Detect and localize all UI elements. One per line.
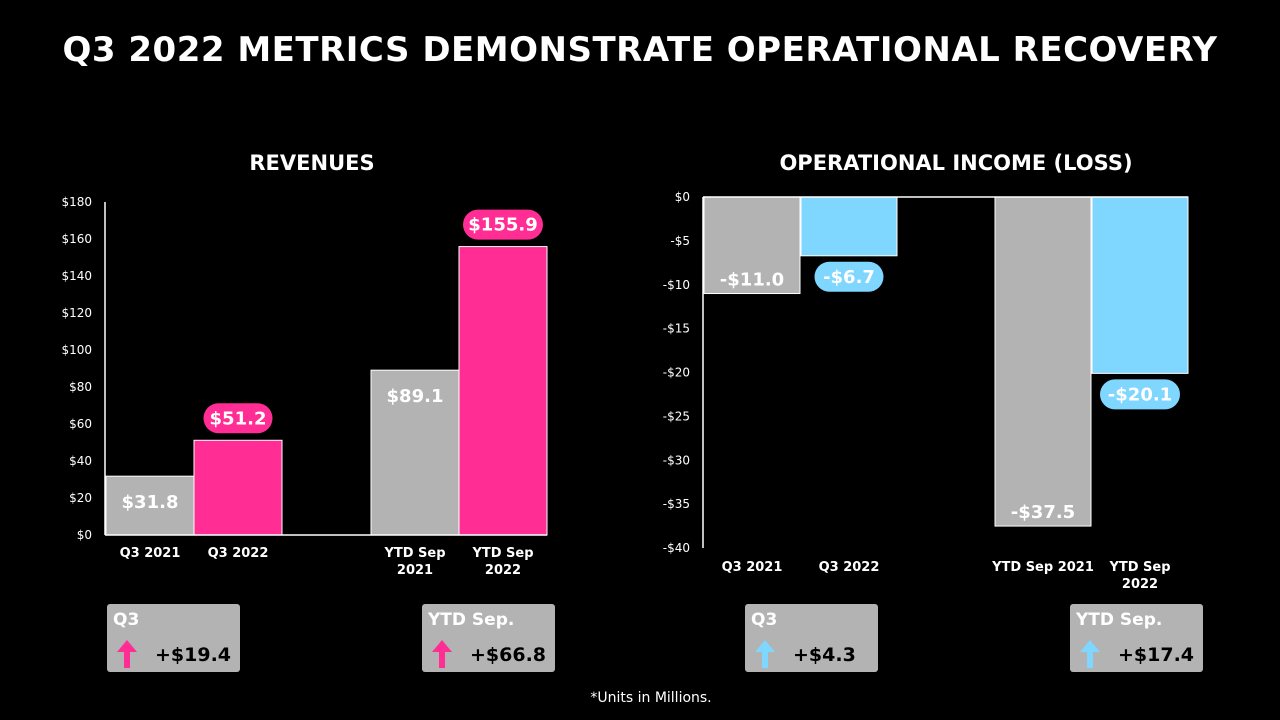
category-label: YTD Sep — [471, 546, 533, 561]
y-tick-label: $0 — [675, 190, 690, 204]
data-label-pill — [203, 403, 273, 434]
category-label: YTD Sep 2021 — [991, 560, 1094, 575]
revenue-q3-change-card: Q3 +$19.4 — [107, 604, 240, 672]
card-value: +$19.4 — [155, 644, 232, 666]
bar — [105, 475, 195, 536]
operational-income-chart-title: OPERATIONAL INCOME (LOSS) — [779, 151, 1133, 175]
category-label: 2022 — [1122, 577, 1158, 592]
up-arrow-icon — [1080, 640, 1100, 668]
category-label: YTD Sep — [383, 546, 445, 561]
y-tick-label: $140 — [61, 269, 92, 283]
revenue-ytd-change-card: YTD Sep. +$66.8 — [422, 604, 555, 672]
up-arrow-icon — [117, 640, 137, 668]
y-tick-label: $80 — [69, 380, 92, 394]
income-q3-change-card: Q3 +$4.3 — [745, 604, 878, 672]
bar — [193, 439, 283, 536]
y-tick-label: $100 — [61, 343, 92, 357]
bar — [458, 246, 548, 536]
y-tick-label: -$5 — [670, 234, 690, 248]
card-value: +$4.3 — [793, 644, 856, 666]
card-label: YTD Sep. — [428, 610, 515, 630]
y-tick-label: -$25 — [663, 409, 690, 423]
data-label: $155.9 — [468, 215, 537, 236]
revenues-chart-title: REVENUES — [249, 151, 375, 175]
bar — [703, 196, 801, 295]
category-label: Q3 2021 — [722, 560, 783, 575]
category-label: 2021 — [397, 563, 433, 578]
y-tick-label: $180 — [61, 195, 92, 209]
up-arrow-icon — [755, 640, 775, 668]
units-footnote: *Units in Millions. — [590, 690, 712, 706]
data-label-pill — [814, 261, 884, 292]
data-label: $51.2 — [210, 408, 267, 429]
data-label: -$6.7 — [823, 267, 875, 288]
data-label: $31.8 — [122, 492, 179, 513]
y-tick-label: -$20 — [663, 366, 690, 380]
y-tick-label: $20 — [69, 491, 92, 505]
y-tick-label: -$15 — [663, 322, 690, 336]
y-tick-label: -$10 — [663, 278, 690, 292]
data-label: -$11.0 — [720, 270, 784, 291]
card-label: Q3 — [113, 610, 140, 630]
y-tick-label: $0 — [77, 528, 92, 542]
data-label-pill — [1100, 379, 1180, 410]
y-tick-label: $40 — [69, 454, 92, 468]
card-label: YTD Sep. — [1076, 610, 1163, 630]
card-value: +$66.8 — [470, 644, 547, 666]
y-tick-label: $60 — [69, 417, 92, 431]
data-label: $89.1 — [387, 386, 444, 407]
category-label: Q3 2022 — [208, 546, 269, 561]
data-label-pill — [463, 209, 543, 240]
card-value: +$17.4 — [1118, 644, 1195, 666]
category-label: YTD Sep — [1108, 560, 1170, 575]
y-tick-label: $120 — [61, 306, 92, 320]
income-ytd-change-card: YTD Sep. +$17.4 — [1070, 604, 1203, 672]
category-label: Q3 2022 — [819, 560, 880, 575]
y-tick-label: $160 — [61, 232, 92, 246]
data-label: -$37.5 — [1011, 502, 1075, 523]
bar — [994, 196, 1092, 527]
category-label: 2022 — [485, 563, 521, 578]
category-label: Q3 2021 — [120, 546, 181, 561]
data-label: -$20.1 — [1108, 384, 1172, 405]
bar — [1091, 196, 1189, 374]
page-title: Q3 2022 METRICS DEMONSTRATE OPERATIONAL … — [62, 30, 1218, 70]
y-tick-label: -$30 — [663, 453, 690, 467]
y-tick-label: -$35 — [663, 497, 690, 511]
up-arrow-icon — [432, 640, 452, 668]
bar — [800, 196, 898, 257]
card-label: Q3 — [751, 610, 778, 630]
y-tick-label: -$40 — [663, 541, 690, 555]
